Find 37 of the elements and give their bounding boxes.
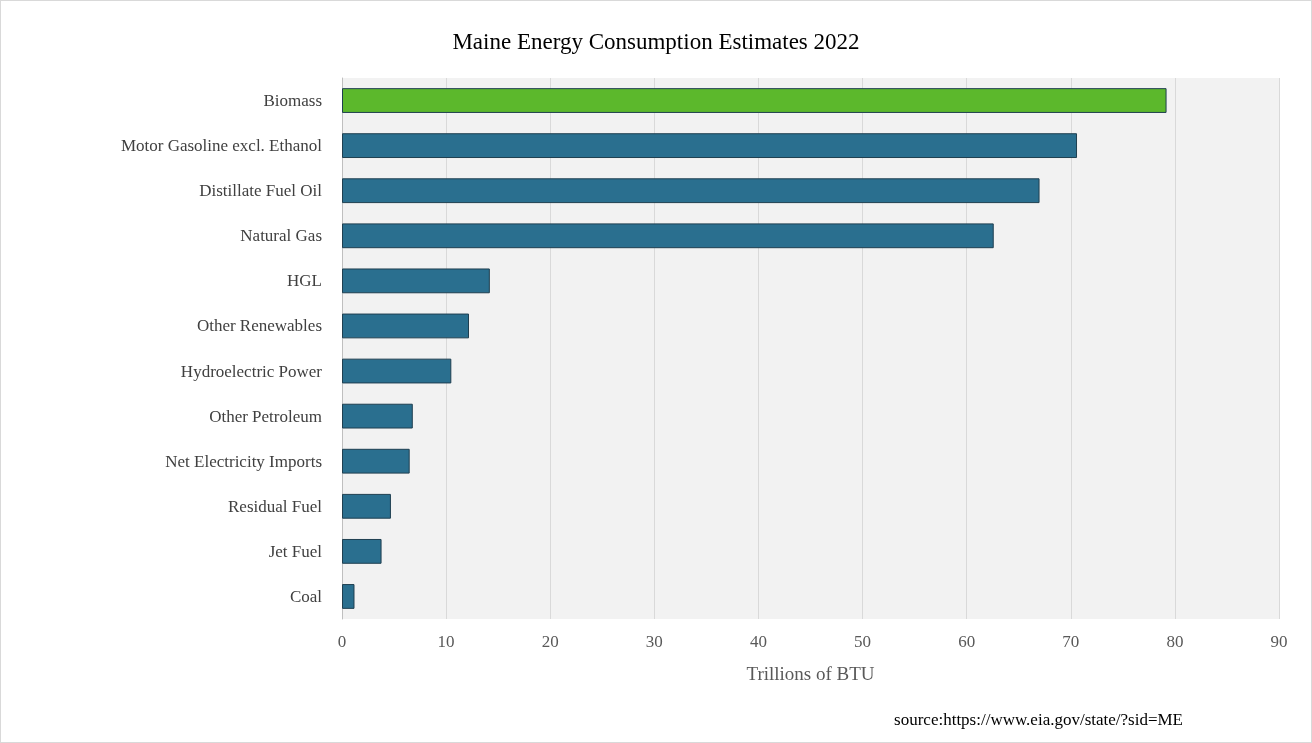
y-tick-label: Jet Fuel	[268, 541, 323, 561]
bar	[342, 358, 452, 384]
bar	[342, 178, 1040, 204]
y-tick-label: Other Renewables	[196, 316, 322, 336]
x-tick-label: 0	[337, 632, 347, 651]
x-tick-label: 80	[1166, 632, 1184, 651]
y-tick-label: Motor Gasoline excl. Ethanol	[120, 136, 323, 156]
x-tick-label: 20	[541, 632, 559, 651]
bar	[342, 448, 410, 474]
bar	[342, 313, 470, 339]
y-tick-label: Biomass	[263, 91, 322, 111]
x-tick-label: 60	[958, 632, 976, 651]
x-tick-label: 50	[854, 632, 872, 651]
y-tick-label: Other Petroleum	[209, 406, 322, 426]
x-tick-label: 10	[437, 632, 455, 651]
x-tick-label: 70	[1062, 632, 1080, 651]
bar	[342, 223, 994, 249]
x-axis-title: Trillions of BTU	[746, 663, 875, 684]
x-tick-label: 30	[645, 632, 663, 651]
bar	[342, 584, 355, 609]
bar	[342, 268, 490, 294]
source-note: source:https://www.eia.gov/state/?sid=ME	[894, 710, 1183, 729]
chart-title: Maine Energy Consumption Estimates 2022	[452, 29, 860, 54]
y-tick-label: Natural Gas	[240, 226, 322, 246]
bar	[342, 88, 1167, 113]
y-tick-label: Hydroelectric Power	[180, 361, 323, 381]
x-tick-label: 40	[749, 632, 767, 651]
bar	[342, 133, 1078, 159]
bar	[342, 403, 413, 429]
y-tick-label: Residual Fuel	[228, 496, 323, 516]
y-tick-label: Coal	[289, 586, 323, 606]
bar	[342, 493, 391, 519]
y-tick-label: Net Electricity Imports	[165, 451, 322, 471]
bar	[342, 538, 382, 564]
x-tick-label: 90	[1270, 632, 1288, 651]
y-tick-label: HGL	[287, 271, 322, 291]
y-tick-label: Distillate Fuel Oil	[199, 181, 323, 201]
